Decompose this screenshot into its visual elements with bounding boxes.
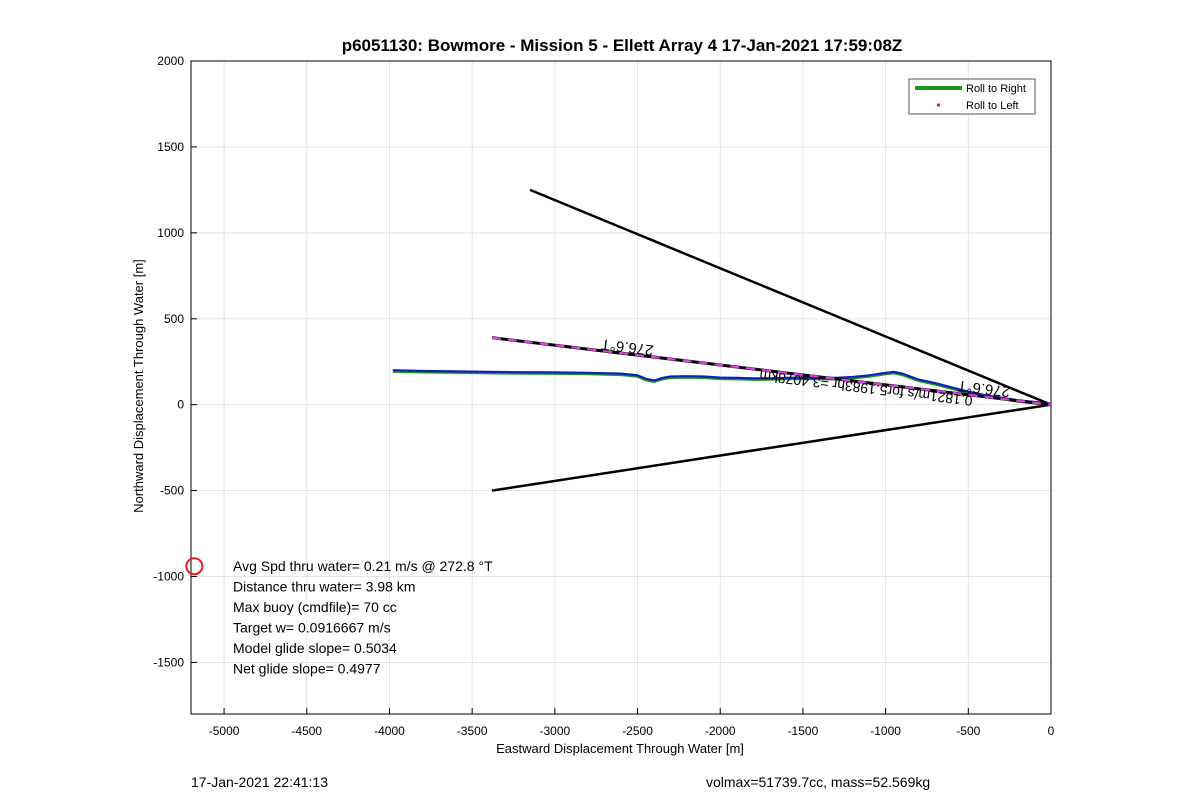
legend-label: Roll to Left — [966, 100, 1019, 112]
stats-line: Target w= 0.0916667 m/s — [233, 620, 391, 636]
x-tick-label: -3500 — [457, 724, 488, 738]
legend: Roll to Right Roll to Left — [908, 78, 1036, 115]
x-axis-label: Eastward Displacement Through Water [m] — [496, 741, 744, 756]
stats-line: Max buoy (cmdfile)= 70 cc — [233, 599, 397, 615]
x-tick-label: -500 — [956, 724, 980, 738]
legend-swatch-dot — [937, 103, 940, 107]
x-tick-label: 0 — [1048, 724, 1055, 738]
track-path — [392, 369, 1052, 405]
x-tick-label: -2500 — [622, 724, 653, 738]
heading-wedge — [491, 188, 1052, 492]
current-label: 0.1821m/s for5.1983hr =3.4078km — [759, 368, 974, 409]
heading-line — [491, 336, 1052, 407]
y-tick-label: 2000 — [157, 54, 184, 68]
y-axis-label: Northward Displacement Through Water [m] — [131, 259, 146, 513]
glider-track — [392, 369, 1052, 407]
heading-label-inner: 276.6°T — [957, 377, 1011, 400]
x-tick-label: -3000 — [539, 724, 570, 738]
heading-label-outer: 276.6°T — [600, 335, 654, 358]
y-tick-label: 500 — [164, 312, 184, 326]
start-marker-circle — [185, 557, 204, 576]
y-tick-label: -1500 — [153, 655, 184, 669]
x-tick-label: -4500 — [291, 724, 322, 738]
stats-line: Distance thru water= 3.98 km — [233, 579, 415, 595]
footer-timestamp: 17-Jan-2021 22:41:13 — [191, 774, 328, 790]
stats-line: Model glide slope= 0.5034 — [233, 640, 397, 656]
stats-line: Net glide slope= 0.4977 — [233, 661, 381, 677]
x-tick-label: -1000 — [870, 724, 901, 738]
plot-frame — [190, 60, 1052, 715]
y-tick-label: -1000 — [153, 570, 184, 584]
y-tick-label: -500 — [160, 484, 184, 498]
x-tick-label: -1500 — [788, 724, 819, 738]
x-axis-ticks: -5000 -4500 -4000 -3500 -3000 -2500 -2000 -1500… — [209, 708, 1055, 738]
stats-annotations: Avg Spd thru water= 0.21 m/s @ 272.8 °T D… — [233, 558, 493, 677]
wedge-lower-line — [491, 403, 1052, 492]
legend-label: Roll to Right — [966, 83, 1026, 95]
start-marker — [185, 557, 204, 576]
x-tick-label: -4000 — [374, 724, 405, 738]
y-tick-label: 1000 — [157, 226, 184, 240]
y-axis-ticks: -1500 -1000 -500 0 500 1000 1500 2000 — [153, 54, 197, 669]
wedge-upper-line — [529, 188, 1052, 406]
legend-box — [908, 78, 1036, 115]
x-tick-label: -5000 — [209, 724, 240, 738]
stats-line: Avg Spd thru water= 0.21 m/s @ 272.8 °T — [233, 558, 493, 574]
chart-title: p6051130: Bowmore - Mission 5 - Ellett A… — [342, 36, 903, 55]
y-tick-label: 0 — [177, 398, 184, 412]
heading-line-dash — [491, 336, 1052, 406]
y-tick-label: 1500 — [157, 140, 184, 154]
x-tick-label: -2000 — [705, 724, 736, 738]
footer-vehicle-params: volmax=51739.7cc, mass=52.569kg — [706, 774, 931, 790]
